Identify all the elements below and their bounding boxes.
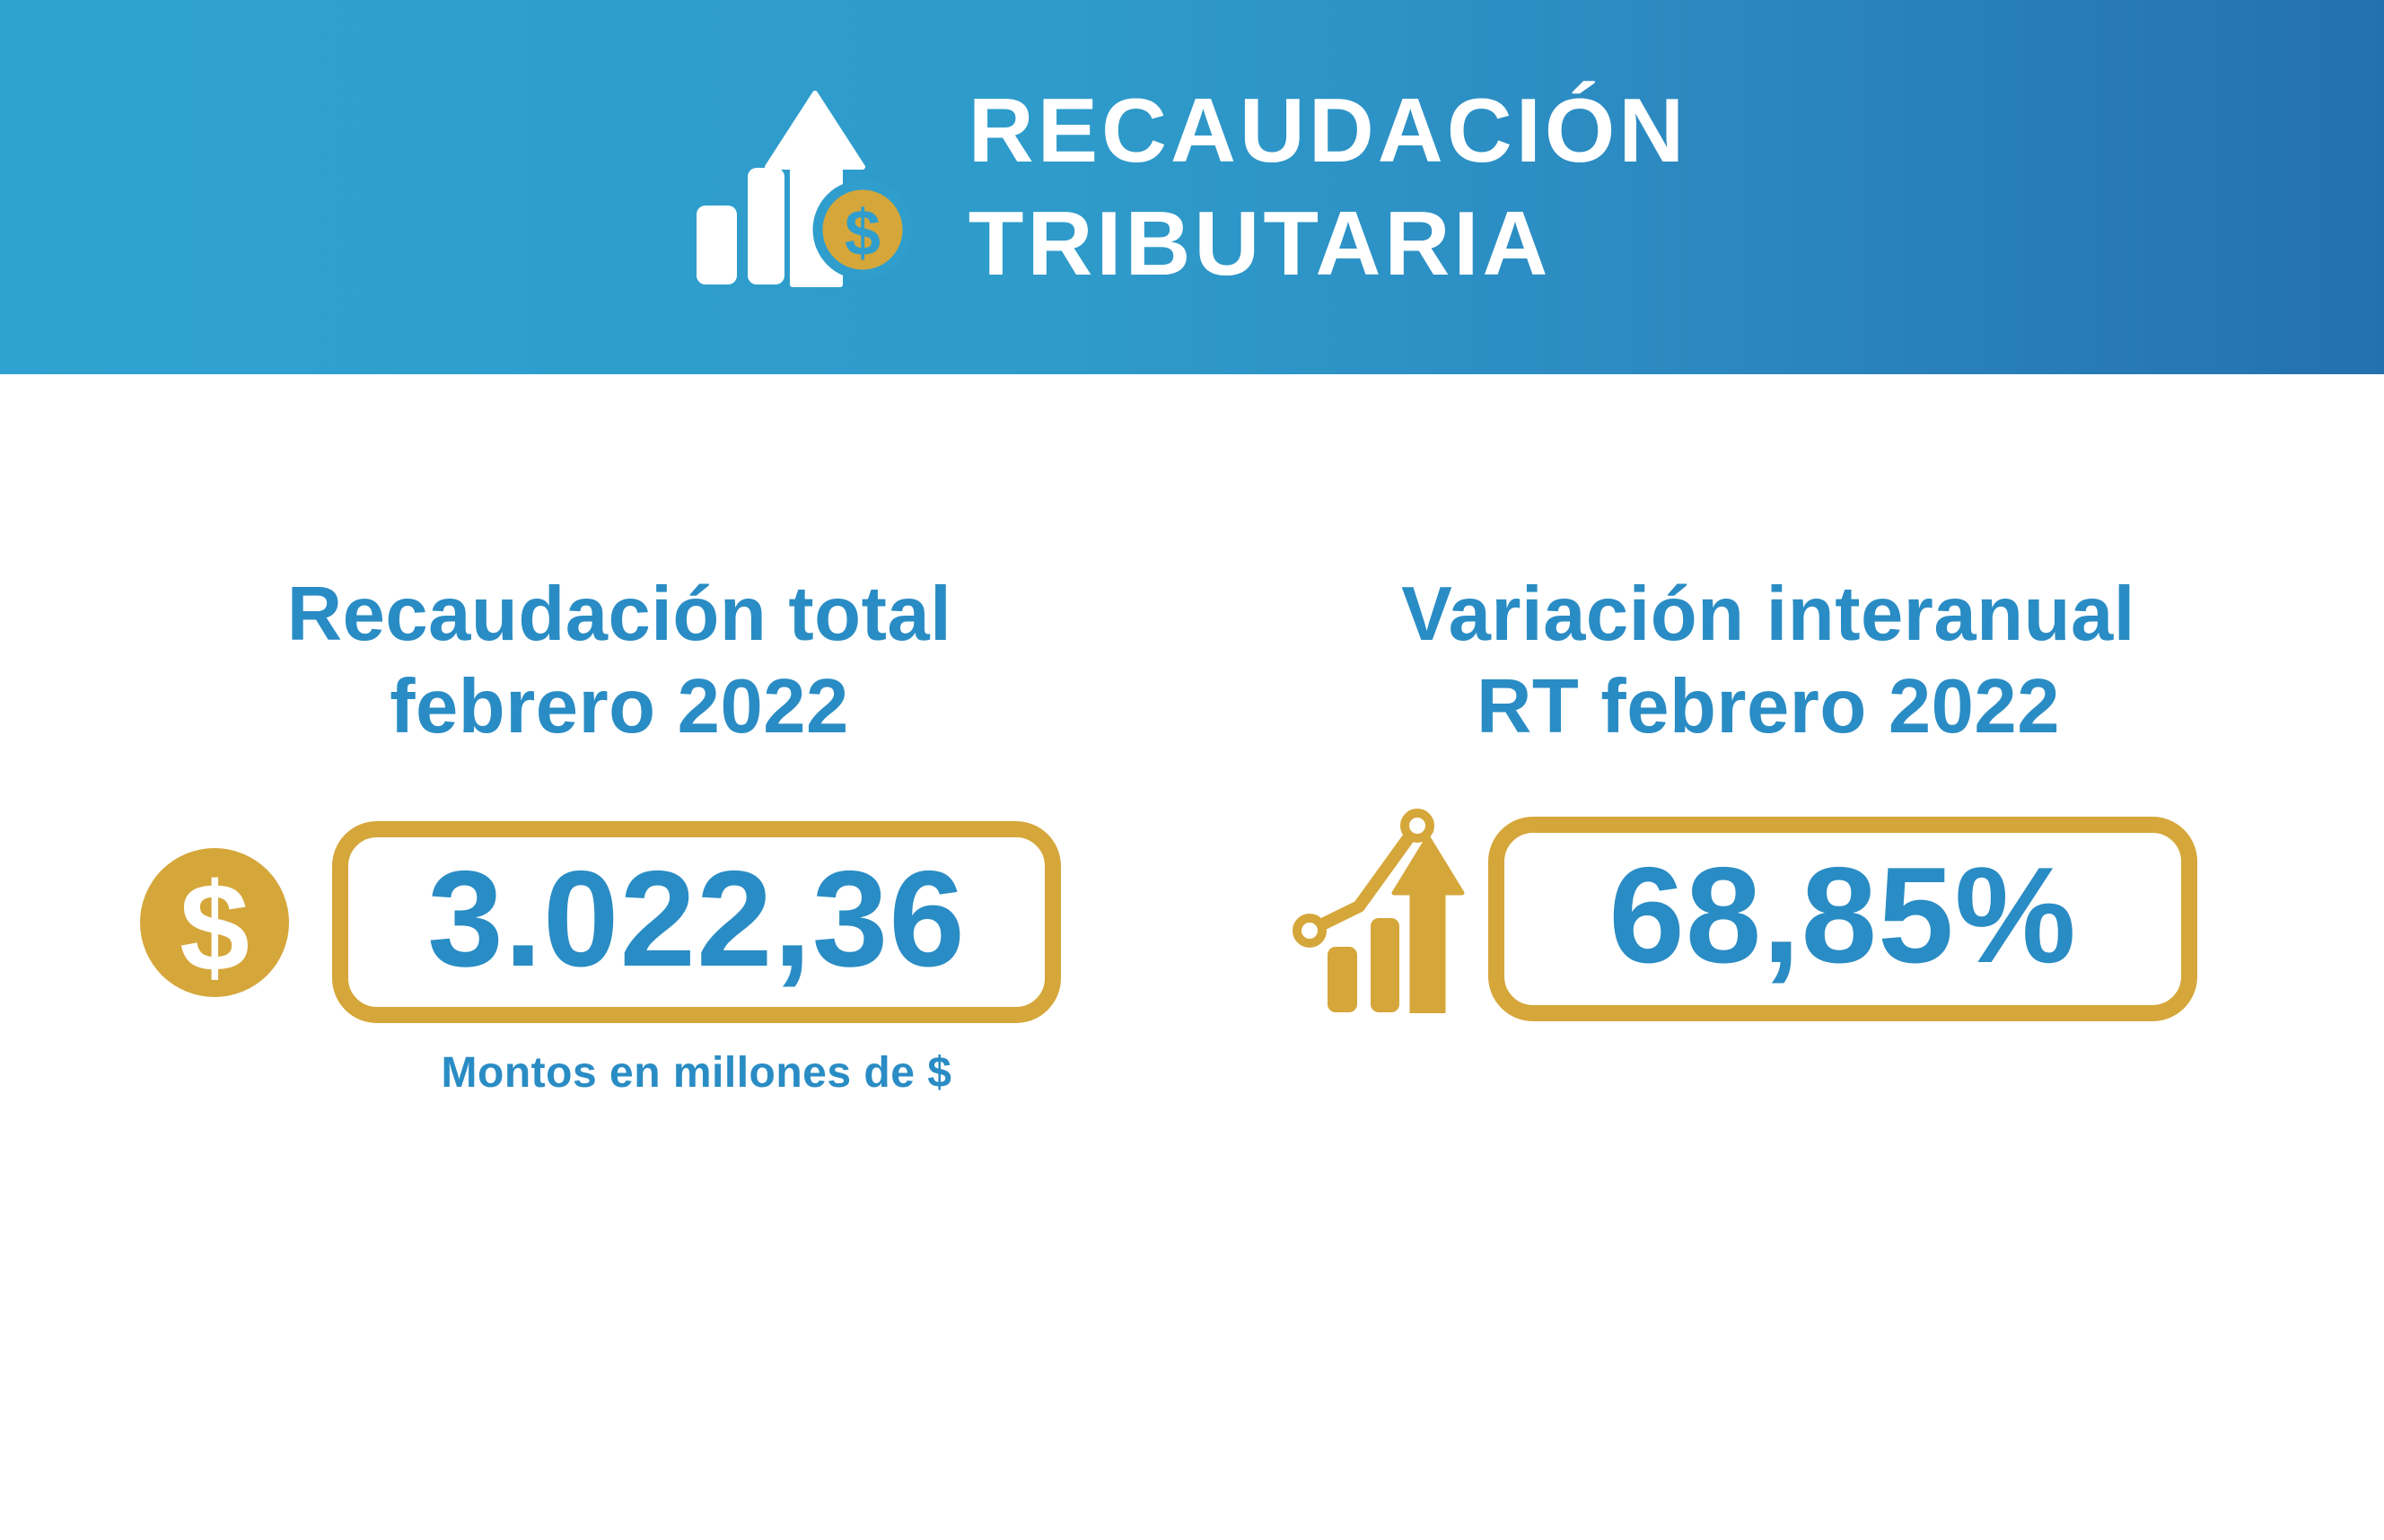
variacion-interanual-value: 68,85% — [1608, 839, 2077, 992]
recaudacion-total-value: 3.022,36 — [427, 842, 966, 995]
header-band: $ RECAUDACIÓN TRIBUTARIA — [0, 0, 2384, 374]
page-title-line1: RECAUDACIÓN — [968, 80, 1688, 181]
value-box-variacion-interanual: 68,85% — [1488, 817, 2197, 1021]
growth-bars-arrow-icon — [1289, 805, 1477, 1018]
header-coin-dollar-glyph: $ — [845, 197, 881, 269]
bar-chart-arrow-coin-icon: $ — [696, 90, 913, 287]
coin-dollar-glyph: $ — [180, 857, 250, 998]
stat-heading-line1: Recaudación total — [286, 572, 952, 657]
stat-heading-variacion-interanual: Variación interanual RT febrero 2022 — [1275, 568, 2262, 753]
dollar-coin-icon: $ — [140, 848, 289, 1002]
stat-heading-line2: febrero 2022 — [390, 664, 849, 749]
stat-heading-recaudacion-total: Recaudación total febrero 2022 — [135, 568, 1104, 753]
stat-heading-line1: Variación interanual — [1401, 572, 2135, 657]
value-box-recaudacion-total: 3.022,36 — [332, 821, 1061, 1023]
units-caption: Montos en millones de $ — [441, 1049, 952, 1097]
page-title-line2: TRIBUTARIA — [968, 193, 1552, 294]
page-title: RECAUDACIÓN TRIBUTARIA — [968, 74, 1688, 301]
stat-heading-line2: RT febrero 2022 — [1477, 664, 2060, 749]
